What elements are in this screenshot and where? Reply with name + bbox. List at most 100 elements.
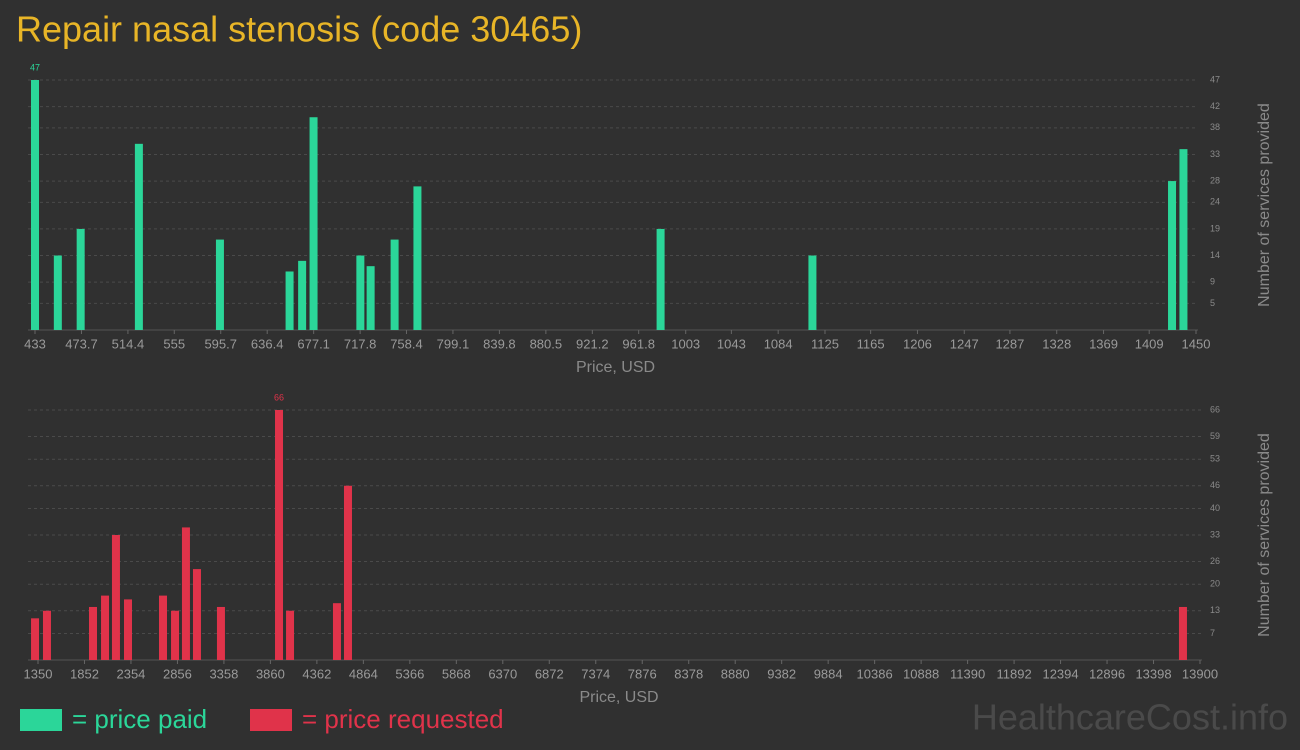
bar bbox=[1178, 606, 1187, 660]
bar bbox=[123, 599, 132, 660]
y-tick-label: 26 bbox=[1210, 556, 1220, 566]
x-tick-label: 10386 bbox=[857, 666, 893, 681]
y-tick-label: 33 bbox=[1210, 529, 1220, 539]
x-tick-label: 839.8 bbox=[483, 336, 516, 351]
x-tick-label: 13900 bbox=[1182, 666, 1218, 681]
bar bbox=[309, 117, 318, 330]
x-tick-label: 514.4 bbox=[112, 336, 145, 351]
y-tick-label: 33 bbox=[1210, 149, 1220, 159]
x-tick-label: 12394 bbox=[1042, 666, 1078, 681]
y-tick-label: 5 bbox=[1210, 298, 1215, 308]
bar bbox=[1179, 149, 1188, 330]
x-tick-label: 717.8 bbox=[344, 336, 377, 351]
bar bbox=[42, 610, 51, 660]
x-tick-label: 8880 bbox=[721, 666, 750, 681]
x-tick-label: 5868 bbox=[442, 666, 471, 681]
bar bbox=[215, 239, 224, 330]
bar bbox=[216, 606, 225, 660]
x-tick-label: 758.4 bbox=[390, 336, 423, 351]
y-tick-label: 53 bbox=[1210, 454, 1220, 464]
bar bbox=[181, 527, 190, 660]
x-tick-label: 1328 bbox=[1042, 336, 1071, 351]
x-tick-label: 880.5 bbox=[530, 336, 563, 351]
x-tick-label: 9382 bbox=[767, 666, 796, 681]
bar bbox=[275, 410, 284, 660]
bar bbox=[134, 143, 143, 330]
y-tick-label: 9 bbox=[1210, 277, 1215, 287]
y-tick-label: 66 bbox=[1210, 404, 1220, 414]
y-tick-label: 19 bbox=[1210, 223, 1220, 233]
x-tick-label: 12896 bbox=[1089, 666, 1125, 681]
x-tick-label: 9884 bbox=[814, 666, 843, 681]
legend-label: = price requested bbox=[302, 704, 504, 734]
x-tick-label: 6370 bbox=[488, 666, 517, 681]
x-tick-label: 433 bbox=[24, 336, 46, 351]
data-label: 66 bbox=[274, 392, 284, 402]
y-axis-label: Number of services provided bbox=[1256, 433, 1273, 637]
x-tick-label: 1287 bbox=[995, 336, 1024, 351]
y-tick-label: 38 bbox=[1210, 122, 1220, 132]
x-tick-label: 13398 bbox=[1135, 666, 1171, 681]
y-tick-label: 24 bbox=[1210, 197, 1220, 207]
x-axis-label: Price, USD bbox=[579, 689, 658, 706]
x-tick-label: 1043 bbox=[717, 336, 746, 351]
x-tick-label: 1852 bbox=[70, 666, 99, 681]
bar bbox=[298, 260, 307, 330]
x-tick-label: 5366 bbox=[395, 666, 424, 681]
x-tick-label: 11390 bbox=[950, 666, 985, 681]
x-tick-label: 1247 bbox=[950, 336, 979, 351]
bar bbox=[413, 186, 422, 330]
y-tick-label: 13 bbox=[1210, 605, 1220, 615]
bar bbox=[192, 569, 201, 660]
y-tick-label: 47 bbox=[1210, 74, 1220, 84]
y-tick-label: 7 bbox=[1210, 628, 1215, 638]
bar bbox=[656, 228, 665, 330]
x-tick-label: 8378 bbox=[674, 666, 703, 681]
x-tick-label: 1206 bbox=[903, 336, 932, 351]
x-tick-label: 1165 bbox=[857, 336, 885, 351]
bar bbox=[88, 606, 97, 660]
y-axis-label: Number of services provided bbox=[1256, 103, 1273, 307]
x-tick-label: 4864 bbox=[349, 666, 378, 681]
x-tick-label: 1003 bbox=[671, 336, 700, 351]
y-tick-label: 28 bbox=[1210, 175, 1220, 185]
x-tick-label: 1125 bbox=[811, 336, 839, 351]
bar bbox=[808, 255, 817, 330]
x-tick-label: 921.2 bbox=[576, 336, 609, 351]
x-tick-label: 4362 bbox=[302, 666, 331, 681]
bar bbox=[53, 255, 62, 330]
bar bbox=[111, 535, 120, 660]
data-label: 47 bbox=[30, 62, 40, 72]
bar bbox=[286, 610, 295, 660]
x-tick-label: 1409 bbox=[1135, 336, 1164, 351]
bar bbox=[171, 610, 180, 660]
chart-title: Repair nasal stenosis (code 30465) bbox=[16, 9, 582, 50]
y-tick-label: 46 bbox=[1210, 480, 1220, 490]
bar bbox=[343, 485, 352, 660]
watermark: HealthcareCost.info bbox=[972, 697, 1288, 738]
x-tick-label: 636.4 bbox=[251, 336, 284, 351]
bar bbox=[332, 603, 341, 660]
x-tick-label: 3358 bbox=[209, 666, 238, 681]
x-tick-label: 7374 bbox=[581, 666, 610, 681]
legend-swatch bbox=[20, 709, 62, 731]
x-tick-label: 555 bbox=[163, 336, 185, 351]
bar bbox=[356, 255, 365, 330]
x-tick-label: 799.1 bbox=[437, 336, 470, 351]
bar bbox=[31, 80, 39, 330]
y-tick-label: 14 bbox=[1210, 250, 1220, 260]
x-tick-label: 1084 bbox=[764, 336, 793, 351]
x-tick-label: 10888 bbox=[903, 666, 939, 681]
x-tick-label: 2856 bbox=[163, 666, 192, 681]
x-tick-label: 2354 bbox=[116, 666, 145, 681]
x-tick-label: 595.7 bbox=[204, 336, 237, 351]
bar bbox=[366, 266, 375, 330]
bar bbox=[76, 228, 85, 330]
x-tick-label: 961.8 bbox=[622, 336, 655, 351]
x-tick-label: 677.1 bbox=[297, 336, 330, 351]
bar bbox=[101, 595, 110, 660]
x-tick-label: 7876 bbox=[628, 666, 657, 681]
x-axis-label: Price, USD bbox=[576, 359, 655, 376]
legend-label: = price paid bbox=[72, 704, 207, 734]
